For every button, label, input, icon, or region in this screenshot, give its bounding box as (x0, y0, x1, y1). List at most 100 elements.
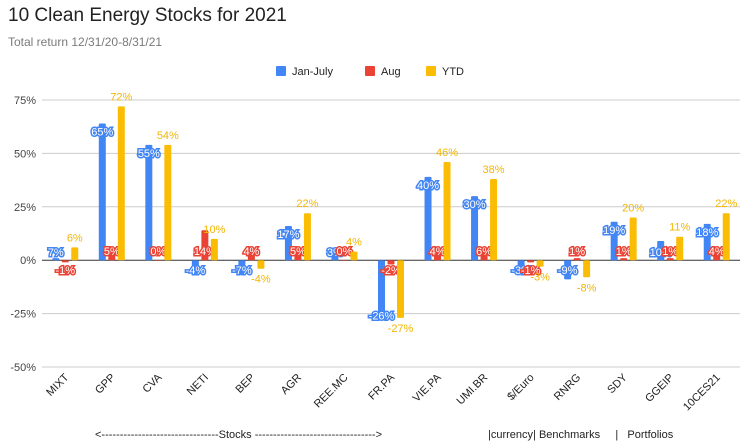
data-label: 38% (483, 164, 505, 176)
legend-swatch (426, 66, 436, 76)
bar (703, 223, 711, 261)
legend-label: YTD (442, 66, 464, 78)
data-label: -4% (251, 274, 271, 286)
bar (676, 236, 684, 261)
bar (387, 260, 395, 265)
x-tick-label: RNRG (552, 372, 583, 403)
data-label: 4% (430, 246, 446, 258)
data-label: 72% (110, 91, 132, 103)
data-label: -3% (511, 265, 531, 277)
data-label: -1% (55, 265, 75, 277)
data-label: 30% (464, 199, 486, 211)
x-tick-label: UMI.BR (454, 372, 490, 408)
bar (378, 260, 385, 316)
bar (71, 247, 79, 261)
data-label: 5% (104, 246, 120, 258)
data-label: 20% (622, 202, 644, 214)
bar (201, 230, 209, 261)
bar (536, 260, 544, 267)
data-label: 1% (662, 246, 678, 258)
data-label: 0% (337, 246, 353, 258)
data-label: 22% (296, 198, 318, 210)
chart-subtitle: Total return 12/31/20-8/31/21 (8, 35, 163, 49)
x-tick-label: REE.MC (312, 372, 351, 411)
data-label: 40% (417, 180, 439, 192)
stocks-axis-caption: <--------------------------------Stocks … (95, 429, 383, 441)
y-tick-label: -50% (10, 362, 36, 374)
bar (340, 260, 348, 261)
x-tick-label: SDY (605, 371, 630, 396)
bar (238, 260, 246, 276)
x-tick-label: MIXT (44, 371, 71, 398)
data-label: 65% (91, 126, 113, 138)
bar (331, 253, 339, 261)
data-label: 6% (67, 232, 83, 244)
data-label: -8% (577, 282, 597, 294)
bar (434, 251, 442, 261)
bar (620, 258, 628, 261)
data-label: 4% (243, 246, 259, 258)
data-label: 11% (669, 222, 690, 234)
data-label: -4% (186, 265, 206, 277)
bar (583, 260, 591, 278)
x-tick-label: VIE.PA (411, 371, 444, 404)
x-tick-label: $/Euro (505, 372, 536, 403)
data-label: 4% (346, 237, 362, 249)
legend-swatch (276, 66, 286, 76)
bar (98, 123, 106, 261)
y-tick-label: 50% (14, 148, 36, 160)
data-label: 17% (277, 229, 299, 241)
bar (350, 251, 358, 261)
bar (294, 249, 302, 261)
bar (397, 260, 404, 318)
data-label: 19% (603, 225, 625, 237)
data-label: 6% (476, 246, 492, 258)
data-label: 1% (569, 246, 585, 258)
bar (490, 179, 498, 261)
bar (443, 161, 451, 261)
x-tick-label: 10CES21 (681, 372, 723, 414)
data-label: 3% (327, 247, 343, 259)
bar (564, 260, 572, 280)
data-label: 1% (616, 246, 632, 258)
y-tick-label: 25% (14, 202, 36, 214)
bar (247, 251, 255, 261)
legend-swatch (365, 66, 375, 76)
bar (52, 258, 60, 261)
data-label: 46% (436, 147, 458, 159)
data-label: -7% (232, 265, 252, 277)
x-tick-label: AGR (279, 372, 304, 397)
x-tick-label: CVA (141, 371, 165, 395)
chart-title: 10 Clean Energy Stocks for 2021 (8, 5, 287, 26)
x-tick-label: GGEIP (643, 372, 676, 405)
data-label: 22% (715, 198, 737, 210)
bar (61, 260, 69, 263)
bar (657, 240, 665, 261)
bar (517, 260, 525, 267)
data-label: -1% (521, 265, 541, 277)
legend-label: Aug (381, 66, 401, 78)
bar (722, 213, 730, 261)
bar (191, 260, 199, 269)
y-tick-label: -25% (10, 309, 36, 321)
bar (527, 260, 535, 263)
x-tick-label: FR.PA (366, 371, 397, 402)
data-label: 7% (48, 247, 64, 259)
x-tick-label: BEP (233, 372, 257, 396)
data-label: -2% (381, 265, 401, 277)
legend-label: Jan-July (292, 66, 333, 78)
bar (666, 258, 674, 261)
bar (424, 176, 432, 261)
data-label: 54% (157, 130, 179, 142)
bar (210, 238, 218, 261)
bar (480, 247, 488, 261)
data-label: 5% (290, 246, 306, 258)
data-label: 10% (203, 224, 225, 236)
bar (284, 226, 292, 261)
bar (145, 144, 153, 261)
bar (164, 144, 172, 261)
data-label: -26% (369, 311, 395, 323)
y-tick-label: 75% (14, 95, 36, 107)
y-tick-label: 0% (20, 255, 36, 267)
data-label: -3% (530, 272, 550, 284)
